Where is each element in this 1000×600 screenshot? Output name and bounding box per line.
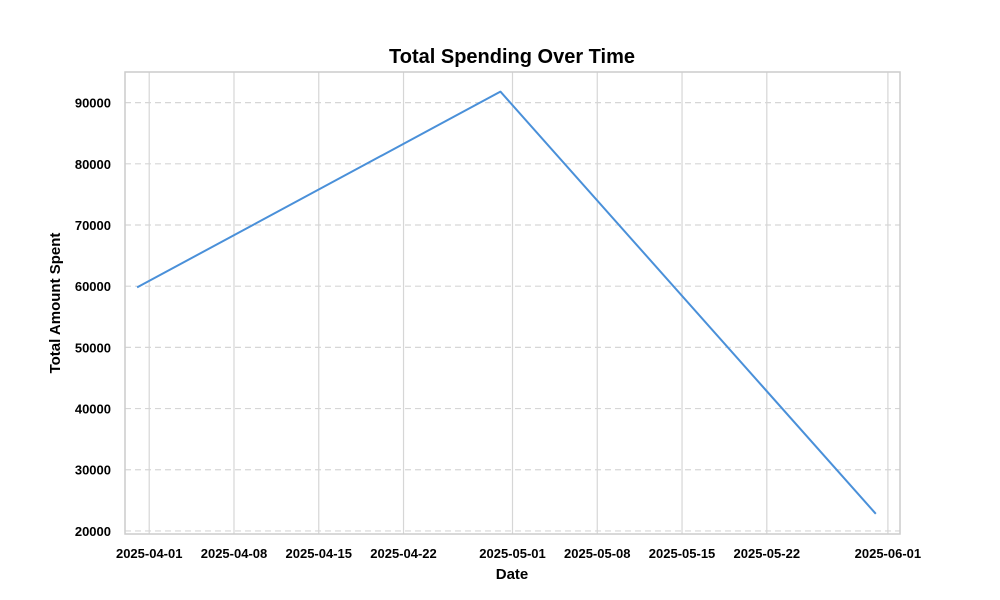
x-tick-label-3: 2025-04-22 [370, 546, 437, 561]
x-gridlines [148, 72, 889, 534]
x-tick-label-5: 2025-05-08 [564, 546, 631, 561]
x-tick-label-2: 2025-04-15 [286, 546, 353, 561]
x-tick-label-6: 2025-05-15 [649, 546, 716, 561]
y-tick-label-5: 70000 [75, 218, 111, 233]
y-axis-label: Total Amount Spent [47, 233, 64, 374]
y-tick-labels: 20000 30000 40000 50000 60000 70000 80000 90000 [75, 96, 111, 539]
chart-title: Total Spending Over Time [389, 46, 635, 68]
x-tick-label-1: 2025-04-08 [201, 546, 268, 561]
x-tick-label-0: 2025-04-01 [116, 546, 183, 561]
y-tick-label-4: 60000 [75, 279, 111, 294]
x-tick-label-4: 2025-05-01 [479, 546, 546, 561]
x-tick-label-8: 2025-06-01 [855, 546, 922, 561]
x-tick-label-7: 2025-05-22 [734, 546, 801, 561]
plot-area-frame [124, 71, 901, 535]
x-tick-labels: 2025-04-01 2025-04-08 2025-04-15 2025-04-22… [116, 546, 921, 561]
y-tick-label-0: 20000 [75, 524, 111, 539]
x-axis-label: Date [496, 566, 529, 583]
y-tick-label-7: 90000 [75, 96, 111, 111]
y-tick-label-2: 40000 [75, 402, 111, 417]
series-line-0 [136, 90, 877, 515]
y-gridlines [125, 101, 900, 532]
y-tick-label-1: 30000 [75, 463, 111, 478]
y-tick-label-3: 50000 [75, 340, 111, 355]
series-layer [136, 90, 877, 515]
y-tick-label-6: 80000 [75, 157, 111, 172]
